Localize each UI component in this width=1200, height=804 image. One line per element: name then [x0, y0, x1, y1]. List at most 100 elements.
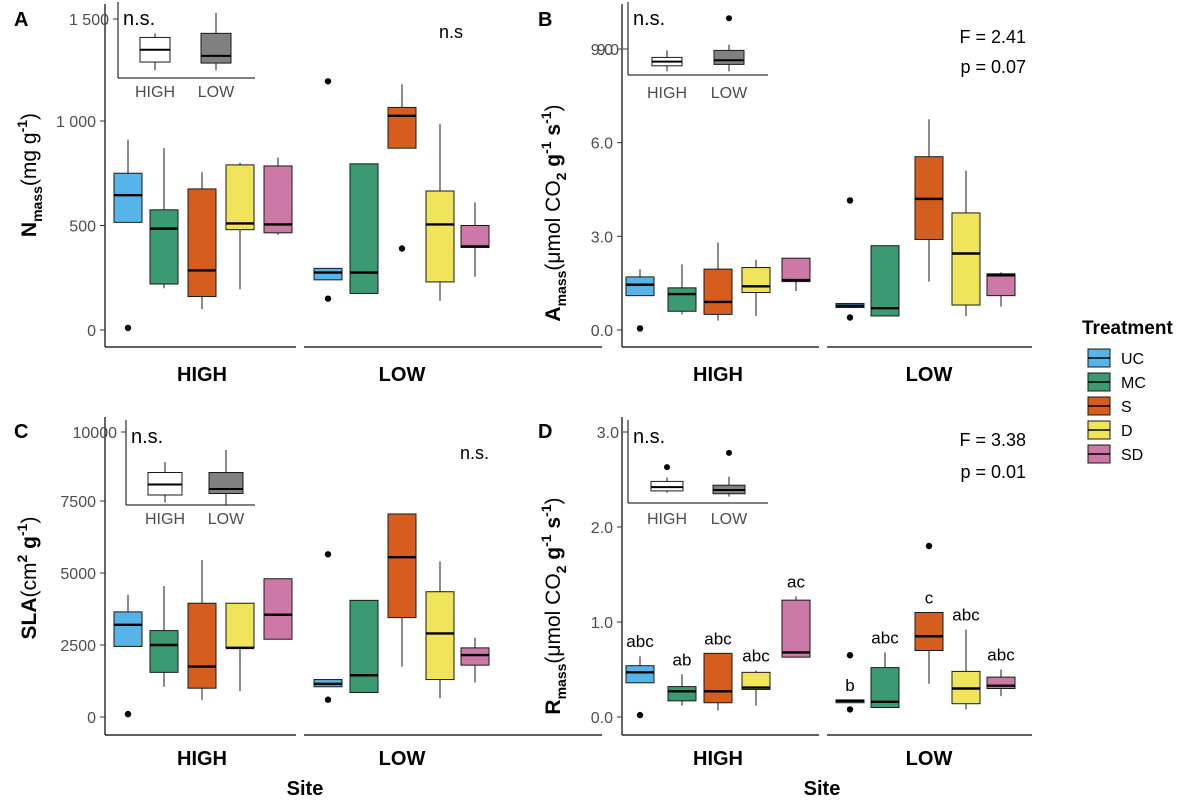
y-tick-label: 6.0 — [591, 136, 613, 153]
y-tick-label: 0.0 — [591, 323, 613, 340]
legend-item-mc: MC — [1087, 372, 1146, 392]
significance-letter: abc — [871, 628, 899, 647]
box-body — [986, 676, 1016, 689]
y-label-main: A — [542, 306, 565, 321]
box-body — [667, 287, 697, 312]
y-label-sup: -1 — [538, 141, 554, 154]
outlier-point — [925, 542, 933, 550]
y-label-unit2: g — [542, 547, 565, 566]
box-body — [741, 267, 771, 294]
y-tick-label: 2.0 — [591, 520, 613, 537]
legend-item-d: D — [1087, 420, 1133, 440]
inset-plot: 1 500 n.s. HIGH LOW — [69, 2, 255, 101]
box-high-mc — [149, 148, 179, 289]
inset-y-tick-label: 3.0 — [597, 425, 619, 442]
box-body — [113, 611, 143, 647]
legend: Treatment UC MC SD SD — [1082, 318, 1173, 464]
inset-plot: 9.0 n.s. HIGH LOW — [597, 2, 768, 102]
box-low-mc — [349, 599, 379, 694]
box-high-mc — [667, 264, 697, 315]
panel-letter: D — [538, 421, 552, 443]
y-tick-label: 2500 — [60, 638, 96, 655]
outlier-point — [636, 711, 644, 719]
box-body — [986, 273, 1016, 297]
legend-label: D — [1121, 423, 1133, 440]
inset-y-tick-label: 9.0 — [597, 42, 619, 59]
box-body — [741, 671, 771, 690]
box-body — [460, 647, 490, 666]
box-body — [149, 630, 179, 673]
inset-plot: 10000 n.s. HIGH LOW — [73, 420, 255, 528]
y-label-unit3: s — [542, 517, 565, 535]
significance-letter: b — [845, 676, 854, 695]
inset-x-label: LOW — [198, 84, 235, 101]
inset-box-low — [713, 15, 745, 72]
legend-label: S — [1121, 399, 1132, 416]
site-label-low: LOW — [906, 364, 953, 386]
site-label-low: LOW — [906, 748, 953, 770]
y-label-main: N — [18, 222, 41, 237]
y-tick-label: 3.0 — [591, 229, 613, 246]
box-low-uc — [313, 551, 343, 703]
y-tick-label: 0.0 — [591, 710, 613, 727]
y-label-main: R — [542, 699, 565, 714]
y-label-sup2: -1 — [538, 111, 554, 124]
y-label-unit2: g — [542, 154, 565, 173]
significance-letter: abc — [987, 646, 1015, 665]
box-high-uc — [113, 139, 143, 332]
inset-box-low — [208, 450, 244, 506]
legend-label: UC — [1121, 351, 1144, 368]
inset-annotation: n.s. — [633, 8, 665, 30]
outlier-point — [846, 197, 854, 204]
box-body — [703, 268, 733, 315]
stat-annotation: F = 3.38 — [959, 430, 1026, 450]
box-body — [208, 472, 244, 494]
box-body — [225, 602, 255, 649]
box-body — [951, 212, 981, 306]
y-tick-label: 1.0 — [591, 615, 613, 632]
inset-box-low — [200, 12, 232, 71]
inset-y-tick-label: 1 500 — [69, 12, 109, 29]
box-low-d — [425, 561, 455, 699]
box-high-d — [741, 259, 771, 316]
outlier-point — [846, 706, 854, 713]
stat-annotation: p = 0.07 — [960, 57, 1026, 77]
box-body — [667, 686, 697, 702]
stat-annotation: n.s. — [460, 443, 489, 463]
y-axis-label: Nmass(mg g-1) — [14, 113, 45, 237]
y-axis-label: Rmass(μmol CO2 g-1 s-1) — [538, 497, 569, 714]
box-body — [713, 49, 745, 65]
outlier-point — [846, 314, 854, 321]
box-high-s — [703, 242, 733, 321]
box-low-d: abc — [951, 606, 981, 710]
box-low-sd: abc — [986, 646, 1016, 697]
box-low-sd — [460, 637, 490, 683]
y-label-close: ) — [18, 113, 41, 120]
box-body — [625, 665, 655, 684]
y-label-sup2: -1 — [14, 523, 30, 536]
x-axis-title-left: Site — [287, 778, 324, 800]
site-label-high: HIGH — [177, 748, 227, 770]
site-label-high: HIGH — [693, 748, 743, 770]
box-high-sd — [263, 157, 293, 235]
box-high-uc — [113, 594, 143, 718]
legend-item-sd: SD — [1087, 444, 1143, 464]
box-high-uc: abc — [625, 632, 655, 719]
stat-annotation: n.s — [439, 22, 463, 42]
inset-box-high — [651, 50, 683, 72]
box-body — [387, 513, 417, 619]
inset-x-label: HIGH — [135, 84, 175, 101]
y-label-close: ) — [18, 517, 41, 524]
box-body — [870, 245, 900, 317]
box-low-d — [425, 124, 455, 301]
y-tick-label: 0 — [87, 323, 96, 340]
box-body — [263, 578, 293, 640]
stat-annotation: F = 2.41 — [959, 27, 1026, 47]
y-axis-label: Amass(μmol CO2 g-1 s-1) — [538, 104, 569, 321]
inset-annotation: n.s. — [633, 426, 665, 448]
outlier-point — [124, 710, 132, 718]
box-body — [460, 225, 490, 248]
outlier-point — [324, 295, 332, 302]
inset-x-label: HIGH — [145, 511, 185, 528]
